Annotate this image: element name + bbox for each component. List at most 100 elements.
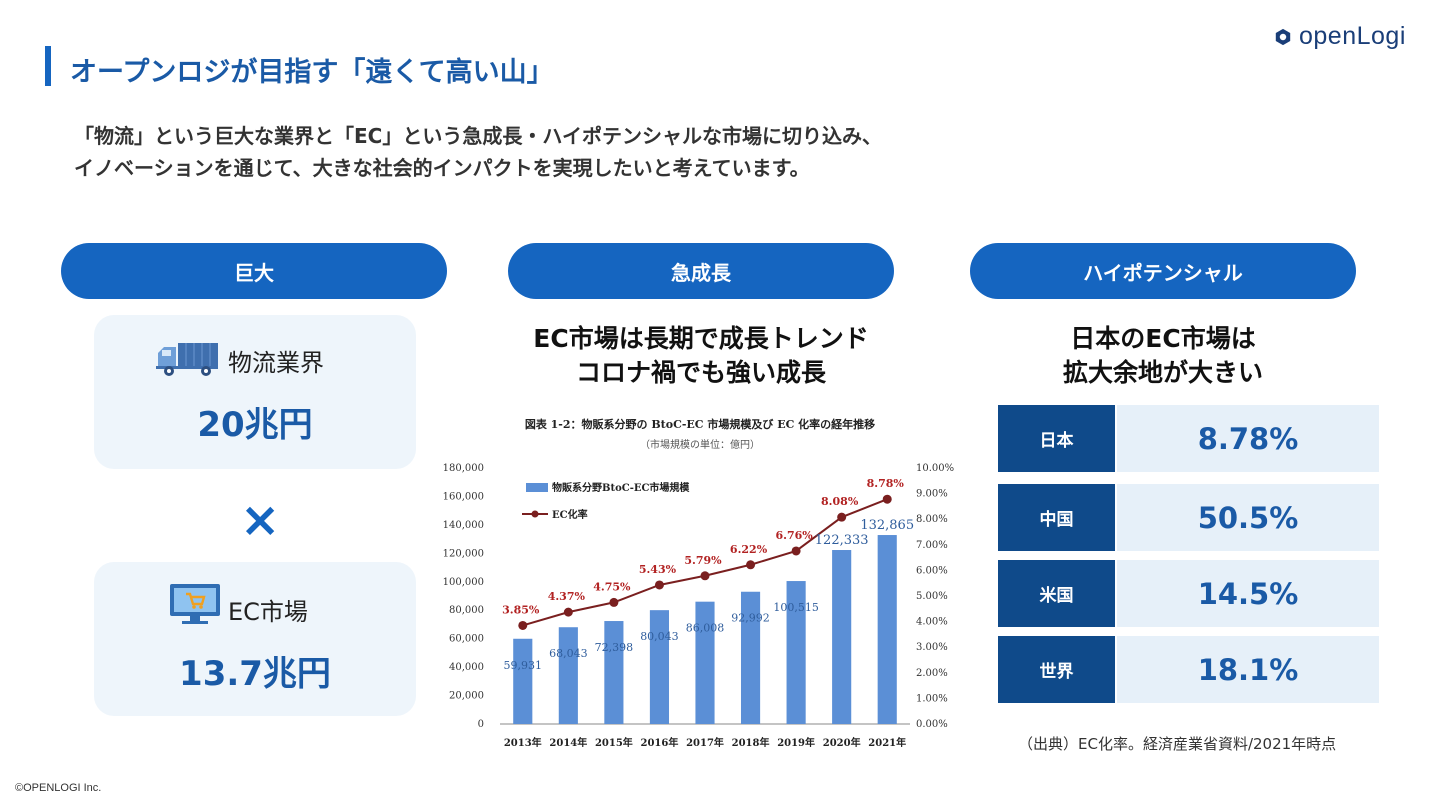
openlogi-logo-icon [1275,28,1291,45]
copyright: ©OPENLOGI Inc. [15,782,102,794]
ec-ratio-label: 5.43% [639,563,677,576]
legend-bar-swatch [526,483,548,492]
x-tick-label: 2015年 [595,736,633,749]
chart-title: 図表 1-2：物販系分野の BtoC-EC 市場規模及び EC 化率の経年推移 [525,417,875,431]
bar [786,581,806,724]
y-tick-label: 180,000 [443,463,484,474]
potential-heading-line-2: 拡大余地が大きい [1062,358,1263,387]
pill-huge: 巨大 [61,243,447,299]
page-title: オープンロジが目指す「遠くて高い山」 [70,57,554,88]
ec-ratio-point [563,607,573,617]
row-label-usa: 米国 [998,560,1115,627]
ec-ratio-label: 6.76% [775,529,813,542]
ec-ratio-point [518,620,528,630]
bar [649,610,670,724]
legend-line-label: EC化率 [552,508,588,521]
pill-growth: 急成長 [508,243,894,299]
x-tick-label: 2018年 [732,736,770,749]
bar [740,591,761,724]
chart-axes: 0 20,000 40,000 60,000 80,000 100,000 120,000 1… [443,463,955,749]
bar-value-label: 100,515 [773,601,819,614]
pill-potential: ハイポテンシャル [970,243,1356,299]
row-value-china: 50.5% [1117,484,1379,551]
row-label-japan: 日本 [998,405,1115,472]
y2-tick-label: 3.00% [916,642,948,653]
y2-tick-label: 6.00% [916,565,948,576]
lead-line-1: 「物流」という巨大な業界と「EC」という急成長・ハイポテンシャルな市場に切り込み… [74,124,882,148]
y-tick-label: 20,000 [449,691,484,702]
y2-tick-label: 2.00% [916,668,948,679]
y-tick-label: 60,000 [449,634,484,645]
truck-icon [156,343,218,376]
bar [558,627,578,724]
y2-tick-label: 0.00% [916,719,948,730]
bar-value-label: 132,865 [860,518,914,533]
row-label-china: 中国 [998,484,1115,551]
ec-ratio-point [791,546,801,556]
bar [604,621,624,724]
x-tick-label: 2019年 [777,736,815,749]
source-note: （出典）EC化率。経済産業省資料/2021年時点 [1018,735,1337,753]
ec-ratio-point [609,597,619,607]
ec-ratio-point [700,571,710,581]
ec-ratio-point [882,494,892,504]
bar-value-label: 92,992 [731,612,770,625]
bar-value-label: 80,043 [640,630,679,643]
y2-tick-label: 9.00% [916,489,948,500]
ec-label: EC市場 [228,598,308,626]
y-tick-label: 120,000 [443,548,484,559]
y-tick-label: 140,000 [443,520,484,531]
bar-value-label: 59,931 [504,659,543,672]
ec-ratio-label: 4.75% [593,580,631,593]
y-tick-label: 80,000 [449,605,484,616]
ec-ratio-label: 8.78% [867,477,905,490]
x-tick-label: 2014年 [549,736,587,749]
growth-heading-line-2: コロナ禍でも強い成長 [575,358,826,387]
y-tick-label: 40,000 [449,662,484,673]
growth-heading: EC市場は長期で成長トレンド コロナ禍でも強い成長 [508,322,894,390]
row-value-japan: 8.78% [1117,405,1379,472]
bar [832,550,852,724]
bar [513,638,533,724]
logistics-value: 20兆円 [197,405,313,445]
chart-legend: 物販系分野BtoC-EC市場規模 EC化率 [522,481,690,521]
x-tick-label: 2017年 [686,736,724,749]
x-tick-label: 2013年 [504,736,542,749]
ec-ratio-label: 6.22% [730,543,768,556]
computer-cart-icon [170,584,220,624]
x-tick-label: 2021年 [868,736,906,749]
y2-tick-label: 7.00% [916,540,948,551]
ec-card: EC市場 13.7兆円 [94,562,416,716]
ec-ratio-label: 5.79% [684,554,722,567]
potential-heading: 日本のEC市場は 拡大余地が大きい [970,322,1356,390]
bar-value-label: 86,008 [686,622,725,635]
chart-bars [513,535,897,724]
bar-value-label: 72,398 [595,641,634,654]
growth-heading-line-1: EC市場は長期で成長トレンド [533,324,869,353]
ec-value: 13.7兆円 [179,654,331,694]
row-value-world: 18.1% [1117,636,1379,703]
lead-line-2: イノベーションを通じて、大きな社会的インパクトを実現したいと考えています。 [74,156,810,180]
y-tick-label: 0 [478,719,484,730]
logistics-card: 物流業界 20兆円 [94,315,416,469]
ec-ratio-label: 8.08% [821,495,859,508]
ec-ratio-label: 3.85% [502,603,540,616]
chart-labels: 59,931 68,043 72,398 80,043 86,008 92,992100,… [502,477,914,672]
logistics-label: 物流業界 [228,349,324,377]
lead-text: 「物流」という巨大な業界と「EC」という急成長・ハイポテンシャルな市場に切り込み… [74,120,882,184]
chart-line [518,494,892,630]
logo-text: openLogi [1299,22,1406,50]
bar [695,601,715,724]
y-tick-label: 160,000 [443,491,484,502]
y2-tick-label: 4.00% [916,617,948,628]
ec-ratio-point [654,580,664,590]
x-tick-label: 2016年 [641,736,679,749]
ec-ratio-label: 4.37% [548,590,586,603]
ec-market-chart: 0 20,000 40,000 60,000 80,000 100,000 120,000 1… [443,417,955,749]
title-accent-bar [45,46,51,86]
y2-tick-label: 8.00% [916,514,948,525]
bar-value-label: 122,333 [815,533,869,548]
openlogi-logo: openLogi [1274,22,1406,51]
ec-ratio-point [746,560,756,570]
y2-tick-label: 1.00% [916,693,948,704]
